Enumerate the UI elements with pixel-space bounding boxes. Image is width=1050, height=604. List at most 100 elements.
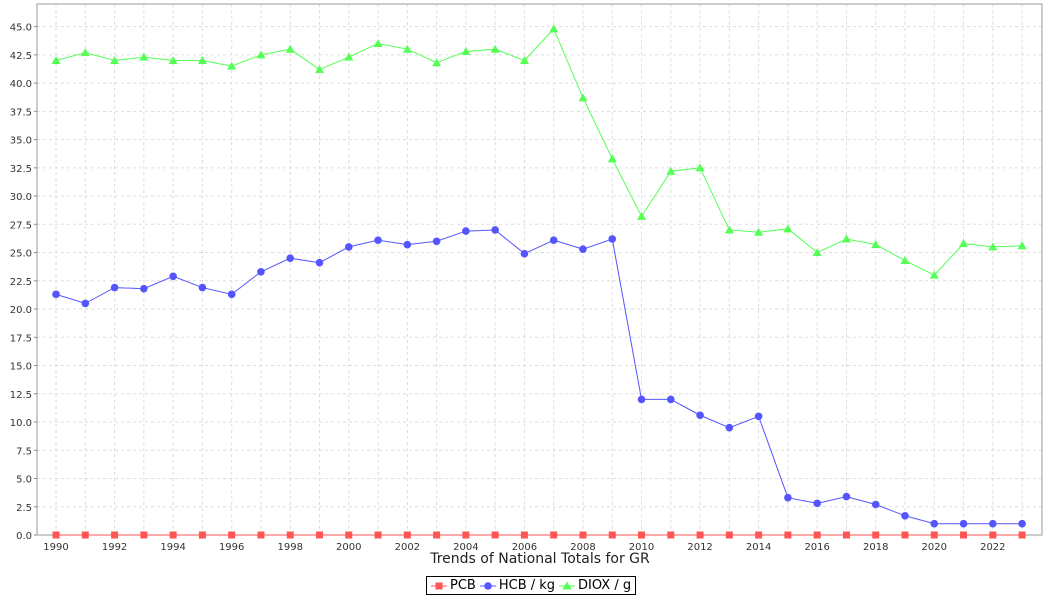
legend-marker [484, 581, 492, 590]
data-point-diox [607, 154, 617, 163]
data-point-diox [519, 55, 529, 64]
y-tick-label: 5.0 [16, 475, 32, 486]
data-point-pcb [755, 531, 763, 539]
data-point-hcb [110, 283, 119, 292]
x-tick-label: 2000 [336, 542, 361, 553]
legend-label: DIOX / g [578, 578, 632, 593]
data-point-diox [871, 240, 881, 249]
y-tick-label: 40.0 [10, 79, 32, 90]
data-point-diox [637, 211, 647, 220]
data-point-hcb [462, 227, 470, 235]
data-point-pcb [140, 531, 148, 539]
data-point-hcb [257, 267, 265, 276]
data-point-hcb [754, 412, 763, 421]
data-point-hcb [842, 492, 851, 501]
data-point-pcb [52, 531, 60, 539]
data-point-hcb [432, 237, 441, 246]
data-point-diox [461, 46, 471, 55]
data-point-pcb [111, 531, 119, 539]
data-point-hcb [930, 519, 939, 528]
legend-marker [562, 581, 572, 589]
data-point-hcb [871, 500, 880, 509]
data-point-pcb [608, 531, 616, 539]
data-point-pcb [696, 531, 704, 539]
y-tick-label: 15.0 [10, 362, 32, 373]
data-point-hcb [784, 493, 792, 502]
data-point-hcb [52, 290, 60, 299]
data-point-pcb [81, 531, 89, 539]
data-point-hcb [403, 240, 412, 249]
data-point-diox [666, 166, 676, 175]
series-line-diox [55, 27, 1023, 276]
data-point-pcb [169, 531, 177, 539]
data-point-diox [402, 44, 412, 53]
data-point-diox [724, 225, 734, 234]
data-point-hcb [374, 236, 382, 244]
data-point-hcb [344, 243, 353, 251]
data-point-diox [841, 234, 851, 243]
data-point-hcb [169, 272, 177, 281]
y-tick-label: 17.5 [10, 333, 32, 344]
x-tick-label: 1992 [102, 542, 127, 553]
data-point-diox [578, 93, 588, 102]
data-point-hcb [286, 254, 295, 263]
data-point-pcb [842, 531, 850, 539]
legend-item-diox: DIOX / g [559, 578, 631, 593]
data-point-hcb [491, 226, 499, 234]
x-tick-label: 2014 [746, 542, 771, 553]
y-tick-label: 2.5 [16, 503, 32, 514]
data-point-diox [900, 255, 910, 264]
data-point-hcb [579, 245, 587, 253]
data-point-hcb [140, 284, 148, 293]
data-point-diox [315, 65, 325, 74]
x-tick-label: 2002 [395, 542, 420, 553]
x-tick-label: 2020 [922, 542, 947, 553]
plot-background [37, 4, 1042, 535]
data-point-pcb [345, 531, 353, 539]
x-tick-label: 2018 [863, 542, 888, 553]
x-tick-label: 2006 [512, 542, 537, 553]
data-point-pcb [491, 531, 499, 539]
data-point-pcb [872, 531, 880, 539]
x-tick-label: 2016 [804, 542, 829, 553]
data-point-diox [988, 242, 998, 251]
data-point-diox [256, 50, 266, 59]
data-point-pcb [989, 531, 997, 539]
data-point-pcb [813, 531, 821, 539]
data-point-pcb [257, 531, 265, 539]
y-tick-label: 45.0 [10, 23, 32, 34]
data-point-diox [929, 270, 939, 279]
x-tick-label: 1990 [43, 542, 68, 553]
data-point-hcb [198, 283, 207, 292]
legend-marker [435, 582, 443, 589]
data-point-diox [695, 163, 705, 172]
y-tick-label: 35.0 [10, 136, 32, 147]
x-tick-label: 2004 [453, 542, 478, 553]
y-tick-label: 12.5 [10, 390, 32, 401]
data-point-pcb [960, 531, 968, 539]
data-point-diox [373, 39, 383, 48]
data-point-diox [344, 52, 354, 61]
data-point-pcb [550, 531, 558, 539]
y-tick-label: 30.0 [10, 192, 32, 203]
x-tick-label: 1998 [277, 542, 302, 553]
data-point-diox [168, 55, 178, 64]
data-point-pcb [462, 531, 470, 539]
data-point-pcb [1018, 531, 1026, 539]
data-point-hcb [989, 519, 997, 528]
y-tick-label: 22.5 [10, 277, 32, 288]
y-tick-label: 25.0 [10, 249, 32, 260]
data-point-pcb [520, 531, 528, 539]
circle-icon [479, 581, 496, 590]
x-tick-label: 2012 [687, 542, 712, 553]
data-point-pcb [228, 531, 236, 539]
data-point-diox [783, 224, 793, 233]
data-point-diox [959, 239, 969, 248]
data-point-hcb [666, 395, 675, 404]
data-point-hcb [725, 423, 734, 432]
data-point-pcb [930, 531, 938, 539]
data-point-diox [432, 58, 442, 67]
series-diox [51, 24, 1027, 279]
series-pcb [52, 531, 1026, 539]
